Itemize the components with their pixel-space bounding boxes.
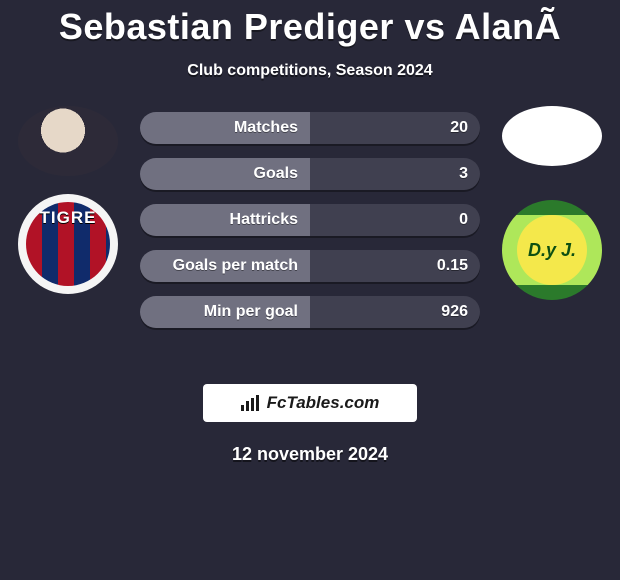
crest-left-label: TIGRE (40, 208, 97, 228)
brand-name: FcTables.com (267, 393, 380, 413)
crest-left-inner: TIGRE (26, 202, 110, 286)
stat-value: 926 (310, 296, 480, 328)
stat-value: 0.15 (310, 250, 480, 282)
stat-label: Goals (140, 158, 310, 190)
page-title: Sebastian Prediger vs AlanÃ (0, 0, 620, 48)
stat-label: Min per goal (140, 296, 310, 328)
player-right-column: D.y J. (492, 106, 612, 300)
stat-value: 0 (310, 204, 480, 236)
stat-row: Goals 3 (140, 158, 480, 190)
player-left-column: TIGRE (8, 106, 128, 294)
content-area: TIGRE D.y J. Matches 20 Goals 3 Hattrick… (0, 110, 620, 370)
bar-chart-icon (241, 395, 261, 411)
stat-label: Matches (140, 112, 310, 144)
player-left-photo (18, 106, 118, 176)
page-subtitle: Club competitions, Season 2024 (0, 62, 620, 80)
stat-value: 3 (310, 158, 480, 190)
club-crest-right: D.y J. (502, 200, 602, 300)
stat-row: Matches 20 (140, 112, 480, 144)
stat-row: Min per goal 926 (140, 296, 480, 328)
stat-label: Hattricks (140, 204, 310, 236)
date-label: 12 november 2024 (0, 444, 620, 465)
stat-label: Goals per match (140, 250, 310, 282)
club-crest-left: TIGRE (18, 194, 118, 294)
crest-right-label: D.y J. (517, 215, 587, 285)
stat-row: Goals per match 0.15 (140, 250, 480, 282)
player-right-photo (502, 106, 602, 166)
stat-row: Hattricks 0 (140, 204, 480, 236)
stat-value: 20 (310, 112, 480, 144)
comparison-card: Sebastian Prediger vs AlanÃ Club competi… (0, 0, 620, 580)
brand-badge: FcTables.com (203, 384, 417, 422)
stats-list: Matches 20 Goals 3 Hattricks 0 Goals per… (140, 112, 480, 342)
